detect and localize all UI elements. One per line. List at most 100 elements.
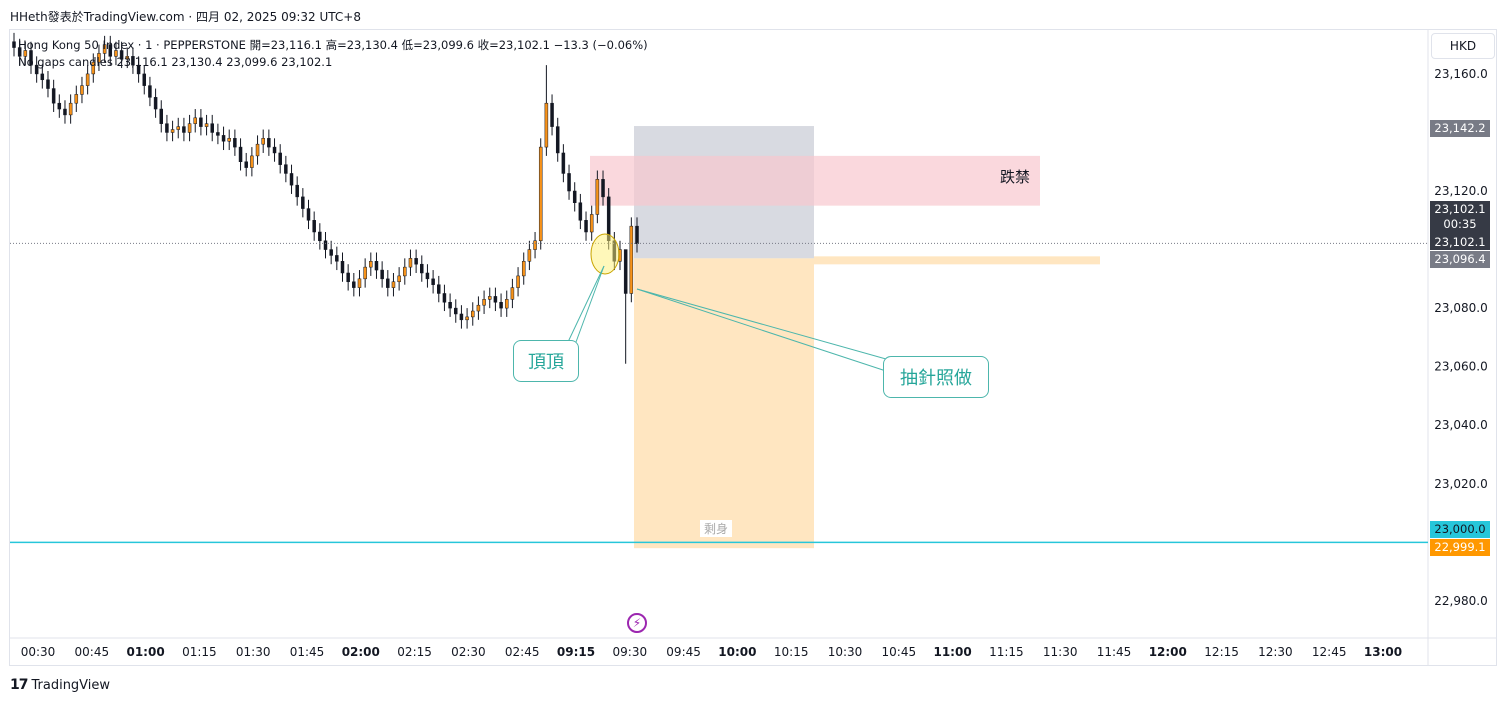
candle-body	[448, 302, 452, 309]
candle-body	[148, 85, 152, 98]
candle-body	[459, 313, 464, 321]
time-axis-tick: 11:00	[933, 645, 971, 659]
candle-body	[510, 287, 515, 300]
candle-body	[454, 307, 458, 315]
take-profit-zone	[634, 258, 814, 549]
tradingview-logo-icon: 17	[10, 677, 29, 693]
candle-body	[40, 73, 45, 81]
candle-body	[329, 249, 333, 256]
time-axis-tick: 10:45	[882, 645, 917, 659]
candle-body	[295, 184, 299, 198]
candle-body	[182, 126, 186, 133]
time-axis-tick: 01:30	[236, 645, 271, 659]
candle-body	[476, 304, 481, 312]
time-axis-tick: 02:45	[505, 645, 540, 659]
candle-body	[386, 278, 390, 288]
candle-body	[323, 240, 328, 250]
candle-body	[63, 108, 67, 116]
candle-body	[301, 196, 305, 209]
candle-body	[250, 155, 254, 168]
time-axis-tick: 12:45	[1312, 645, 1347, 659]
candle-body	[465, 316, 469, 321]
time-axis-tick: 01:45	[290, 645, 325, 659]
candle-body	[153, 97, 158, 110]
time-axis-tick: 09:45	[666, 645, 701, 659]
last-price-tag-2: 23,102.1	[1430, 234, 1490, 250]
candle-body	[131, 56, 135, 66]
candle-body	[504, 299, 509, 309]
candle-body	[102, 44, 107, 54]
candle-body	[471, 310, 475, 318]
candle-body	[91, 61, 96, 75]
candle-body	[318, 231, 322, 242]
wick-callout[interactable]: 抽針照做	[883, 356, 989, 398]
candle-body	[97, 53, 101, 63]
candle-body	[363, 266, 367, 280]
candle-body	[238, 146, 243, 162]
candle-body	[312, 220, 316, 233]
price-axis-tick: 22,980.0	[1434, 594, 1487, 608]
candle-body	[572, 190, 577, 203]
candle-body	[561, 152, 566, 174]
candle-body	[165, 123, 169, 133]
time-axis-tick: 09:30	[613, 645, 648, 659]
candle-body	[589, 214, 594, 233]
footer-brand[interactable]: 17 TradingView	[10, 677, 110, 693]
top-callout[interactable]: 頂頂	[513, 340, 579, 382]
candle-body	[51, 88, 56, 104]
last-price-value: 23,102.1	[1434, 202, 1486, 216]
time-axis-tick: 11:45	[1097, 645, 1132, 659]
top-highlight-ellipse	[590, 233, 620, 275]
candle-body	[46, 79, 50, 89]
candle-body	[516, 275, 520, 288]
candle-body	[289, 173, 294, 186]
time-axis-tick: 11:15	[989, 645, 1024, 659]
level-line-tag: 23,000.0	[1430, 521, 1490, 538]
price-axis-tick: 23,160.0	[1434, 67, 1487, 81]
time-axis-tick: 02:15	[397, 645, 432, 659]
candle-body	[272, 146, 277, 154]
time-axis-tick: 00:45	[75, 645, 110, 659]
candle-body	[578, 202, 583, 221]
candle-body	[187, 123, 192, 133]
candle-body	[374, 261, 379, 271]
profit-zone-label: 剩身	[700, 520, 733, 537]
candle-body	[442, 293, 447, 303]
candle-body	[584, 220, 588, 233]
candle-body	[538, 146, 543, 242]
candle-body	[159, 108, 164, 124]
candle-body	[74, 94, 79, 104]
currency-badge[interactable]: HKD	[1431, 33, 1495, 59]
candle-body	[391, 281, 396, 288]
time-axis-tick: 02:30	[451, 645, 486, 659]
time-axis-tick: 00:30	[21, 645, 56, 659]
wick-callout-pointer-2	[636, 288, 887, 372]
candle-body	[244, 161, 248, 168]
candle-body	[369, 261, 373, 268]
position-zones	[590, 126, 1100, 549]
candle-body	[403, 266, 407, 277]
price-axis-tick: 23,060.0	[1434, 360, 1487, 374]
entry-extension-band	[814, 256, 1100, 265]
candle-body	[482, 299, 486, 306]
candle-body	[431, 278, 435, 285]
lightning-icon[interactable]: ⚡	[627, 613, 647, 633]
publish-header: HHeth發表於TradingView.com · 四月 02, 2025 09…	[10, 10, 361, 24]
candle-body	[29, 50, 33, 66]
candle-body	[210, 123, 214, 133]
candle-body	[85, 73, 90, 86]
candle-body	[340, 261, 345, 274]
candle-body	[108, 44, 113, 57]
candle-body	[284, 164, 288, 174]
candle-body	[601, 179, 605, 198]
candle-body	[193, 117, 197, 124]
candles-group	[12, 32, 639, 364]
candle-countdown: 00:35	[1443, 217, 1477, 231]
time-axis-tick: 12:15	[1204, 645, 1239, 659]
price-axis-labels: 23,160.0 23,120.0 23,080.0 23,060.0 23,040.0…	[1434, 67, 1487, 608]
candle-body	[17, 47, 22, 57]
price-axis-tick: 23,020.0	[1434, 477, 1487, 491]
symbol-legend: Hong Kong 50 Index · 1 · PEPPERSTONE 開=2…	[18, 38, 648, 52]
candle-body	[114, 50, 118, 57]
